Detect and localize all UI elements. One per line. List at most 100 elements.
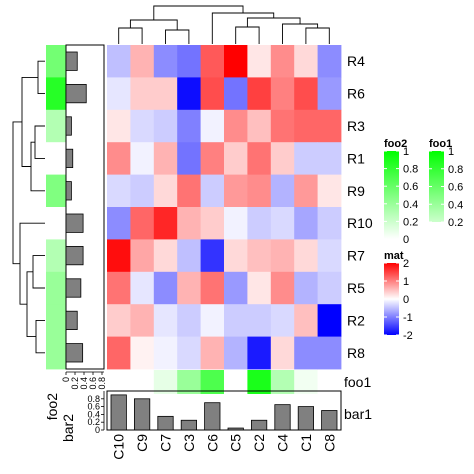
- bar2-tick-label: 0.8: [97, 377, 107, 390]
- heatmap-cell-R4-C1: [294, 45, 318, 78]
- heatmap-cell-R2-C10: [107, 304, 131, 337]
- foo2-annotation: [46, 45, 66, 370]
- foo2-cell-R1: [46, 142, 66, 175]
- heatmap-cell-R7-C3: [177, 239, 201, 273]
- heatmap-cell-R10-C9: [130, 207, 155, 240]
- bar2-annotation: 0 0.2 0.4 0.6 0.8: [61, 44, 107, 390]
- heatmap-cell-R3-C2: [247, 109, 272, 143]
- heatmap-cell-R9-C10: [107, 174, 131, 208]
- heatmap-cell-R7-C5: [224, 239, 248, 273]
- foo1-cell-C1: [294, 370, 318, 394]
- foo2-cell-R8: [46, 336, 66, 370]
- heatmap-cell-R10-C3: [177, 207, 201, 240]
- heatmap-cell-R1-C2: [247, 142, 272, 175]
- heatmap-cell-R5-C9: [130, 271, 155, 305]
- heatmap-cell-R8-C7: [153, 336, 178, 370]
- heatmap-cell-R9-C3: [177, 174, 201, 208]
- bar1-tick-label: 0: [95, 425, 100, 435]
- bar1-bar-C3: [180, 419, 197, 431]
- legend-tick-label: 0.8: [403, 164, 418, 176]
- heatmap-cell-R4-C10: [107, 45, 131, 78]
- heatmap-cell-R5-C5: [224, 271, 248, 305]
- foo2-cell-R6: [46, 77, 66, 111]
- foo1-cell-C7: [153, 370, 178, 394]
- heatmap-cell-R1-C1: [294, 142, 318, 175]
- column-label-C10: C10: [111, 434, 127, 460]
- heatmap-cell-R2-C9: [130, 304, 155, 337]
- bar2-bar-R2: [65, 310, 78, 331]
- heatmap-cell-R2-C5: [224, 304, 248, 337]
- legend-tick-label: 2: [403, 258, 409, 270]
- heatmap-cell-R6-C9: [130, 77, 155, 111]
- heatmap-cell-R1-C6: [200, 142, 225, 175]
- legend-colorbar-foo2: [384, 151, 399, 239]
- legend-tick-label: 0.4: [403, 199, 418, 211]
- row-label-R9: R9: [347, 183, 365, 199]
- heatmap-cell-R3-C7: [153, 109, 178, 143]
- heatmap-cell-R6-C10: [107, 77, 131, 111]
- foo1-cell-C6: [200, 370, 225, 394]
- foo1-label: foo1: [344, 374, 371, 390]
- heatmap-cell-R8-C6: [200, 336, 225, 370]
- legend-title-foo1: foo1: [429, 138, 452, 150]
- heatmap-cell-R4-C7: [153, 45, 178, 78]
- heatmap-cell-R3-C4: [270, 109, 295, 143]
- heatmap-cell-R7-C9: [130, 239, 155, 273]
- heatmap-cell-R9-C1: [294, 174, 318, 208]
- heatmap-cell-R4-C8: [317, 45, 342, 78]
- column-dendrogram-branch: [118, 27, 143, 44]
- heatmap-cell-R9-C7: [153, 174, 178, 208]
- bar2-bar-R7: [65, 245, 84, 266]
- heatmap-cell-R9-C8: [317, 174, 342, 208]
- column-label-C8: C8: [321, 434, 337, 452]
- row-label-R4: R4: [347, 53, 365, 69]
- legend-title-foo2: foo2: [384, 138, 407, 150]
- legend-tick-label: 1: [448, 146, 454, 158]
- legend-tick-label: 0: [403, 294, 409, 306]
- bar1-label: bar1: [344, 406, 372, 422]
- heatmap-cell-R1-C10: [107, 142, 131, 175]
- heatmap-cell-R8-C4: [270, 336, 295, 370]
- bar2-bar-R9: [65, 181, 72, 201]
- heatmap-cell-R8-C2: [247, 336, 272, 370]
- bar2-bar-R4: [65, 51, 78, 71]
- heatmap-cell-R3-C3: [177, 109, 201, 143]
- legend-tick-label: 0.6: [403, 181, 418, 193]
- heatmap-cell-R4-C2: [247, 45, 272, 78]
- heatmap-cell-R7-C4: [270, 239, 295, 273]
- heatmap-cell-R4-C9: [130, 45, 155, 78]
- heatmap-cell-R1-C7: [153, 142, 178, 175]
- heatmap-cell-R5-C6: [200, 271, 225, 305]
- heatmap-cell-R1-C3: [177, 142, 201, 175]
- column-label-C1: C1: [298, 434, 314, 452]
- heatmap-cell-R8-C8: [317, 336, 342, 370]
- bar2-bar-R3: [65, 116, 72, 136]
- foo2-cell-R4: [46, 45, 66, 78]
- row-dendrogram-branch: [32, 255, 45, 289]
- heatmap-cell-R6-C6: [200, 77, 225, 111]
- foo2-cell-R2: [46, 304, 66, 337]
- heatmap-cell-R5-C8: [317, 271, 342, 305]
- heatmap-cell-R5-C1: [294, 271, 318, 305]
- heatmap-cell-R4-C5: [224, 45, 248, 78]
- bar1-tick-label: 0.2: [87, 417, 100, 427]
- row-dendrogram-branch: [21, 76, 38, 167]
- heatmap-cell-R4-C4: [270, 45, 295, 78]
- row-label-R8: R8: [347, 345, 365, 361]
- heatmap-cell-R8-C10: [107, 336, 131, 370]
- bar2-tick-label: 0.2: [70, 377, 80, 390]
- foo1-cell-C8: [317, 370, 342, 394]
- column-label-C9: C9: [134, 434, 150, 452]
- bar2-label: bar2: [60, 414, 76, 442]
- legend-tick-label: -2: [403, 330, 413, 342]
- bar2-bar-R10: [65, 213, 84, 233]
- bar1-bar-C6: [204, 402, 221, 431]
- heatmap-cell-R2-C7: [153, 304, 178, 337]
- row-label-R5: R5: [347, 280, 365, 296]
- column-label-C2: C2: [251, 434, 267, 452]
- legend-tick-label: 0.6: [448, 182, 463, 194]
- bar1-bar-C5: [227, 427, 244, 431]
- bar2-bar-R5: [65, 278, 82, 298]
- bar1-bar-C8: [321, 410, 338, 431]
- column-label-C6: C6: [204, 434, 220, 452]
